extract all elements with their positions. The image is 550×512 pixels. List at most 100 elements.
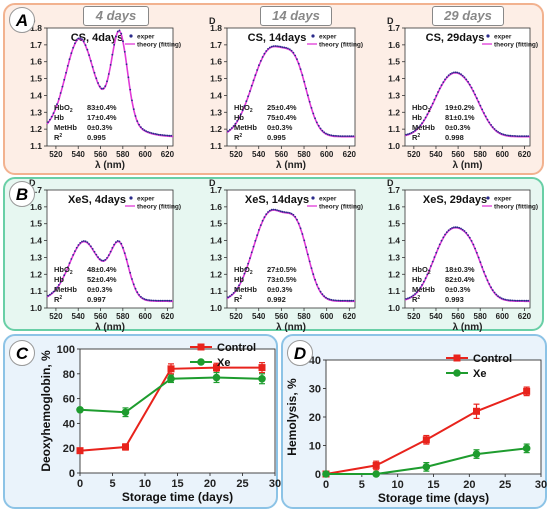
exper-point xyxy=(314,278,316,281)
exper-point xyxy=(523,135,526,138)
exper-point xyxy=(283,46,286,49)
x-tick-label: 620 xyxy=(518,312,532,321)
exper-point xyxy=(154,133,157,135)
exper-point xyxy=(82,40,85,43)
exper-point xyxy=(263,52,266,55)
chart-title: XeS, 14days xyxy=(245,194,309,206)
annotation-label: Hb xyxy=(54,113,64,122)
exper-point xyxy=(296,58,298,60)
x-tick-label: 15 xyxy=(171,478,183,490)
y-axis-label: D xyxy=(29,178,36,188)
exper-point xyxy=(506,134,508,137)
spectrum-chart-b3: 1.0 1.1 1.2 1.3 1.4 1.5 1.6 1.7 520 540 560 580 600 6… xyxy=(387,178,538,333)
exper-point xyxy=(156,133,158,136)
exper-point xyxy=(341,135,344,138)
annotation-label: HbO2 xyxy=(412,103,431,114)
exper-point xyxy=(438,87,441,90)
annotation-value: 0.995 xyxy=(267,133,286,142)
y-tick-label: 1.2 xyxy=(30,124,42,134)
exper-point xyxy=(453,226,455,229)
exper-point xyxy=(463,230,466,232)
x-tick-label: 30 xyxy=(269,478,281,490)
exper-point xyxy=(116,240,119,242)
exper-point xyxy=(407,297,409,300)
exper-point xyxy=(433,256,436,258)
exper-point xyxy=(435,251,438,254)
exper-point xyxy=(422,119,425,122)
y-tick-label: 100 xyxy=(57,344,75,356)
exper-point xyxy=(161,134,164,136)
data-point-xe xyxy=(522,444,531,453)
exper-point xyxy=(81,240,83,243)
exper-point xyxy=(99,85,101,88)
exper-point xyxy=(479,261,482,264)
exper-point xyxy=(430,265,432,267)
exper-point xyxy=(259,224,262,227)
exper-point xyxy=(474,247,476,250)
exper-point xyxy=(75,39,78,42)
exper-point xyxy=(120,242,123,245)
legend-marker-exper xyxy=(486,196,490,200)
exper-point xyxy=(321,129,324,132)
annotation-value: 82±0.4% xyxy=(445,275,475,284)
exper-point xyxy=(100,87,103,90)
plot-frame xyxy=(226,27,356,147)
data-point-control xyxy=(523,387,531,395)
x-tick-label: 540 xyxy=(252,150,266,159)
x-tick-label: 560 xyxy=(94,150,108,159)
exper-point xyxy=(134,287,137,290)
y-tick-label: 1.7 xyxy=(388,23,400,33)
exper-point xyxy=(350,299,353,302)
exper-point xyxy=(514,299,517,302)
exper-point xyxy=(243,272,246,275)
exper-point xyxy=(168,299,171,302)
exper-point xyxy=(127,265,130,268)
exper-point xyxy=(458,226,461,229)
exper-point xyxy=(57,284,60,286)
exper-point xyxy=(59,281,62,283)
exper-point xyxy=(442,236,445,239)
data-point-control xyxy=(473,407,480,415)
exper-point xyxy=(317,287,320,290)
exper-point xyxy=(259,60,262,62)
y-tick-label: 1.3 xyxy=(210,252,222,262)
exper-point xyxy=(405,133,407,136)
exper-point xyxy=(312,273,315,276)
exper-point xyxy=(299,68,302,70)
exper-point xyxy=(150,132,153,134)
legend-label-exper: exper xyxy=(494,34,512,41)
exper-point xyxy=(111,53,114,56)
annotation-value: 75±0.4% xyxy=(267,113,297,122)
exper-point xyxy=(118,240,121,243)
exper-point xyxy=(106,80,108,83)
y-tick-label: 1.6 xyxy=(30,57,42,67)
exper-point xyxy=(435,94,438,97)
exper-point xyxy=(54,108,57,110)
annotation-value: 83±0.4% xyxy=(87,103,117,112)
exper-point xyxy=(281,46,284,48)
exper-point xyxy=(239,281,242,283)
x-tick-label: 560 xyxy=(451,150,465,159)
exper-point xyxy=(81,38,83,40)
exper-point xyxy=(285,46,287,49)
exper-point xyxy=(99,258,101,260)
y-tick-label: 1.6 xyxy=(210,202,222,212)
exper-point xyxy=(477,256,480,259)
legend-label-theory: theory (fitting) xyxy=(137,42,181,49)
exper-point xyxy=(408,132,411,135)
x-tick-label: 5 xyxy=(359,479,365,491)
exper-point xyxy=(511,299,514,302)
y-tick-label: 1.1 xyxy=(388,124,400,134)
exper-point xyxy=(419,286,422,289)
exper-point xyxy=(527,135,530,138)
exper-point xyxy=(522,135,524,138)
exper-point xyxy=(263,216,266,219)
exper-point xyxy=(68,262,71,264)
exper-point xyxy=(431,102,434,105)
x-tick-label: 580 xyxy=(297,312,311,321)
plot-frame xyxy=(46,189,174,309)
exper-point xyxy=(424,277,427,280)
exper-point xyxy=(317,124,320,127)
y-axis-label: Deoxyhemoglobin, % xyxy=(39,350,53,472)
exper-point xyxy=(310,107,313,109)
